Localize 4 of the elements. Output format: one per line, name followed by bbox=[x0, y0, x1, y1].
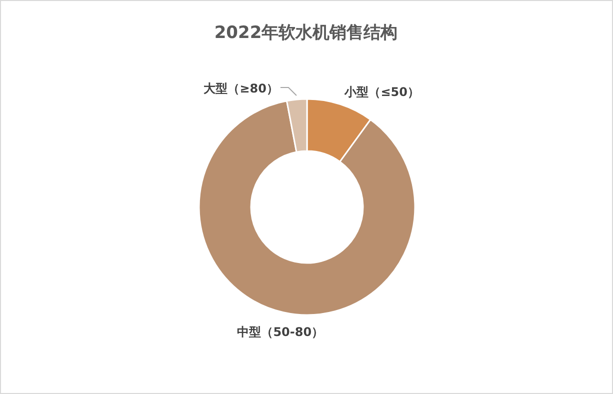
slice-label: 小型（≤50） bbox=[344, 84, 420, 99]
slice-label: 大型（≥80） bbox=[204, 81, 278, 96]
chart-title: 2022年软水机销售结构 bbox=[214, 23, 398, 43]
slice-label: 中型（50-80） bbox=[237, 325, 324, 340]
